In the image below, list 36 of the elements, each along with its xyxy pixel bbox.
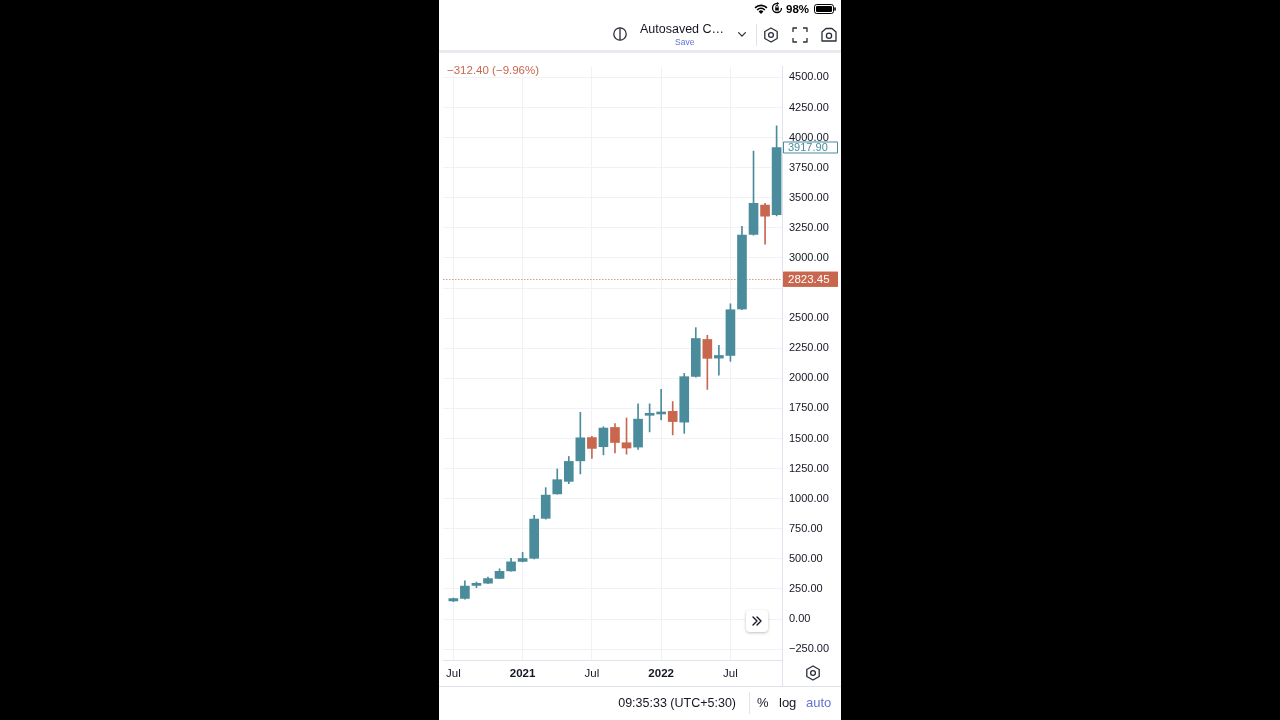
- y-tick-label: 2000.00: [789, 371, 829, 384]
- chart-subtitle: Save: [675, 37, 695, 47]
- y-tick-label: 3750.00: [789, 160, 829, 173]
- annotation: −312.40 (−9.96%): [447, 63, 540, 78]
- x-tick-label: Jul: [446, 667, 461, 680]
- text: auto: [806, 695, 832, 711]
- y-tick-label: 3000.00: [789, 251, 829, 264]
- y-tick-label: 3500.00: [789, 190, 829, 203]
- x-tick-label: 2022: [648, 667, 674, 680]
- y-tick-label: 1500.00: [789, 431, 829, 444]
- y-tick-label: 500.00: [789, 551, 823, 564]
- text: 09:35:33 (UTC+5:30): [618, 695, 736, 711]
- y-tick-label: 4000.00: [789, 130, 829, 143]
- y-tick-label: 1250.00: [789, 461, 829, 474]
- x-tick-label: Jul: [723, 667, 738, 680]
- text: 98%: [786, 2, 810, 17]
- candlestick: [714, 345, 724, 376]
- ref-line-label: 2823.45: [788, 272, 830, 285]
- y-tick-label: 2250.00: [789, 341, 829, 354]
- y-tick-label: 3250.00: [789, 220, 829, 233]
- y-tick-label: 1000.00: [789, 491, 829, 504]
- y-tick-label: 4500.00: [789, 70, 829, 83]
- x-tick-label: 2021: [509, 667, 537, 680]
- text: log: [779, 695, 797, 711]
- annotation: 3917.90: [788, 141, 828, 154]
- y-tick-label: 1750.00: [789, 401, 829, 414]
- y-tick-label: −250.00: [789, 642, 830, 655]
- chart-title: Autosaved C…: [640, 22, 725, 36]
- text: %: [757, 695, 769, 711]
- y-tick-label: 0.00: [789, 612, 811, 625]
- y-tick-label: 250.00: [789, 582, 823, 595]
- y-tick-label: 750.00: [789, 521, 823, 534]
- y-tick-label: 2500.00: [789, 311, 829, 324]
- x-tick-label: Jul: [584, 667, 600, 680]
- candlestick: [760, 203, 770, 245]
- y-tick-label: 4250.00: [789, 100, 829, 113]
